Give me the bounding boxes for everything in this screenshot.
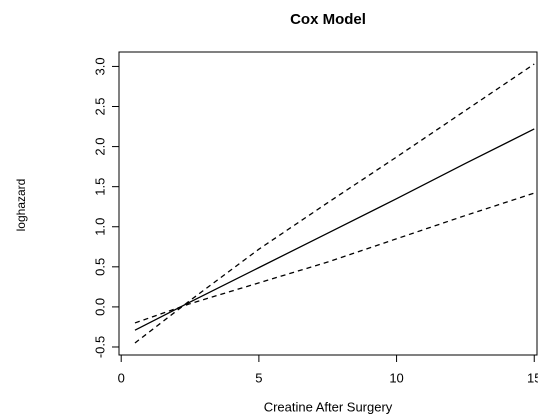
y-tick-label: 3.0 (92, 57, 107, 75)
plot-frame (118, 51, 538, 356)
line-series (134, 128, 535, 331)
x-tick-label: 15 (527, 370, 538, 385)
y-tick-label: 2.5 (92, 97, 107, 115)
x-tick-label: 5 (255, 370, 262, 385)
y-tick-label: 1.5 (92, 178, 107, 196)
chart-title: Cox Model (290, 11, 366, 28)
y-tick-label: 0.0 (92, 298, 107, 316)
x-axis-label: Creatine After Surgery (264, 399, 393, 414)
y-axis-label: loghazard (14, 179, 28, 232)
line-series (134, 192, 535, 324)
x-tick-label: 0 (118, 370, 125, 385)
y-tick-label: 0.5 (92, 258, 107, 276)
y-tick-label: -0.5 (92, 336, 107, 358)
x-tick-label: 10 (389, 370, 403, 385)
y-tick-label: 1.0 (92, 218, 107, 236)
y-tick-label: 2.0 (92, 138, 107, 156)
line-series (134, 63, 535, 344)
